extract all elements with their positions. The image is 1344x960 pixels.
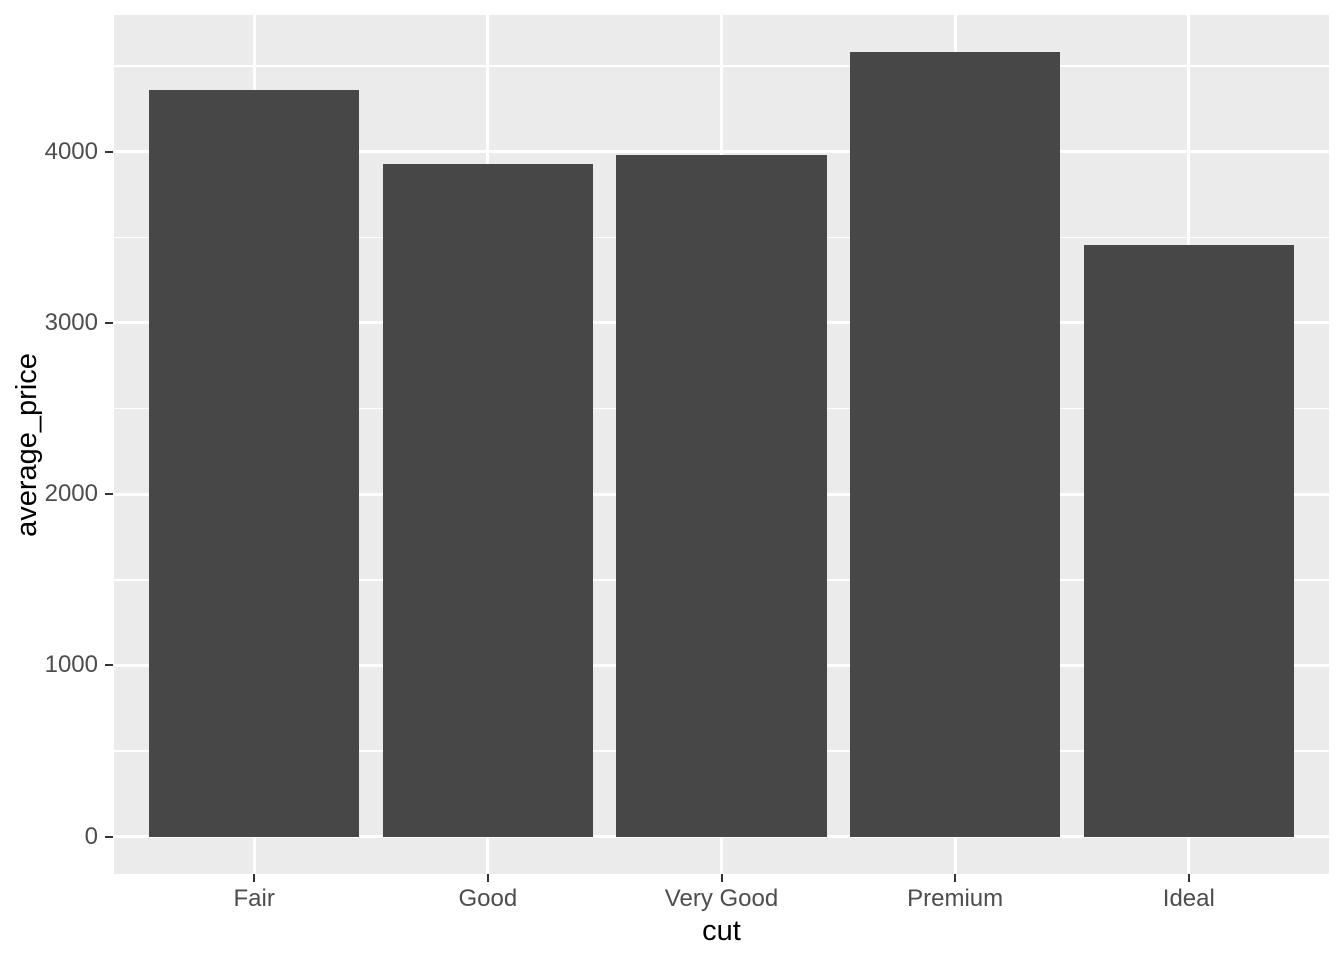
- x-tick-mark: [954, 874, 957, 882]
- y-tick-mark: [105, 150, 113, 153]
- y-tick-mark: [105, 664, 113, 667]
- bar-ideal: [1083, 244, 1294, 837]
- y-axis-title: average_price: [11, 352, 43, 537]
- bar-very-good: [616, 154, 827, 837]
- x-tick-label: Very Good: [664, 885, 779, 912]
- x-tick-label: Ideal: [1162, 885, 1215, 912]
- y-tick-label: 0: [84, 822, 98, 850]
- bar-good: [382, 163, 593, 837]
- x-tick-label: Premium: [907, 885, 1004, 912]
- x-tick-mark: [253, 874, 256, 882]
- x-axis-title: cut: [702, 915, 741, 947]
- x-tick-label: Fair: [233, 885, 275, 912]
- y-tick-label: 4000: [44, 137, 98, 165]
- bar-premium: [850, 51, 1061, 837]
- x-tick-mark: [720, 874, 723, 882]
- x-tick-label: Good: [458, 885, 518, 912]
- y-tick-label: 1000: [44, 651, 98, 679]
- x-tick-mark: [486, 874, 489, 882]
- x-tick-mark: [1187, 874, 1190, 882]
- plot-panel: [114, 15, 1329, 874]
- y-tick-mark: [105, 321, 113, 324]
- y-tick-label: 2000: [44, 480, 98, 508]
- y-tick-mark: [105, 835, 113, 838]
- y-tick-label: 3000: [44, 308, 98, 336]
- y-tick-mark: [105, 493, 113, 496]
- bar-fair: [149, 90, 360, 837]
